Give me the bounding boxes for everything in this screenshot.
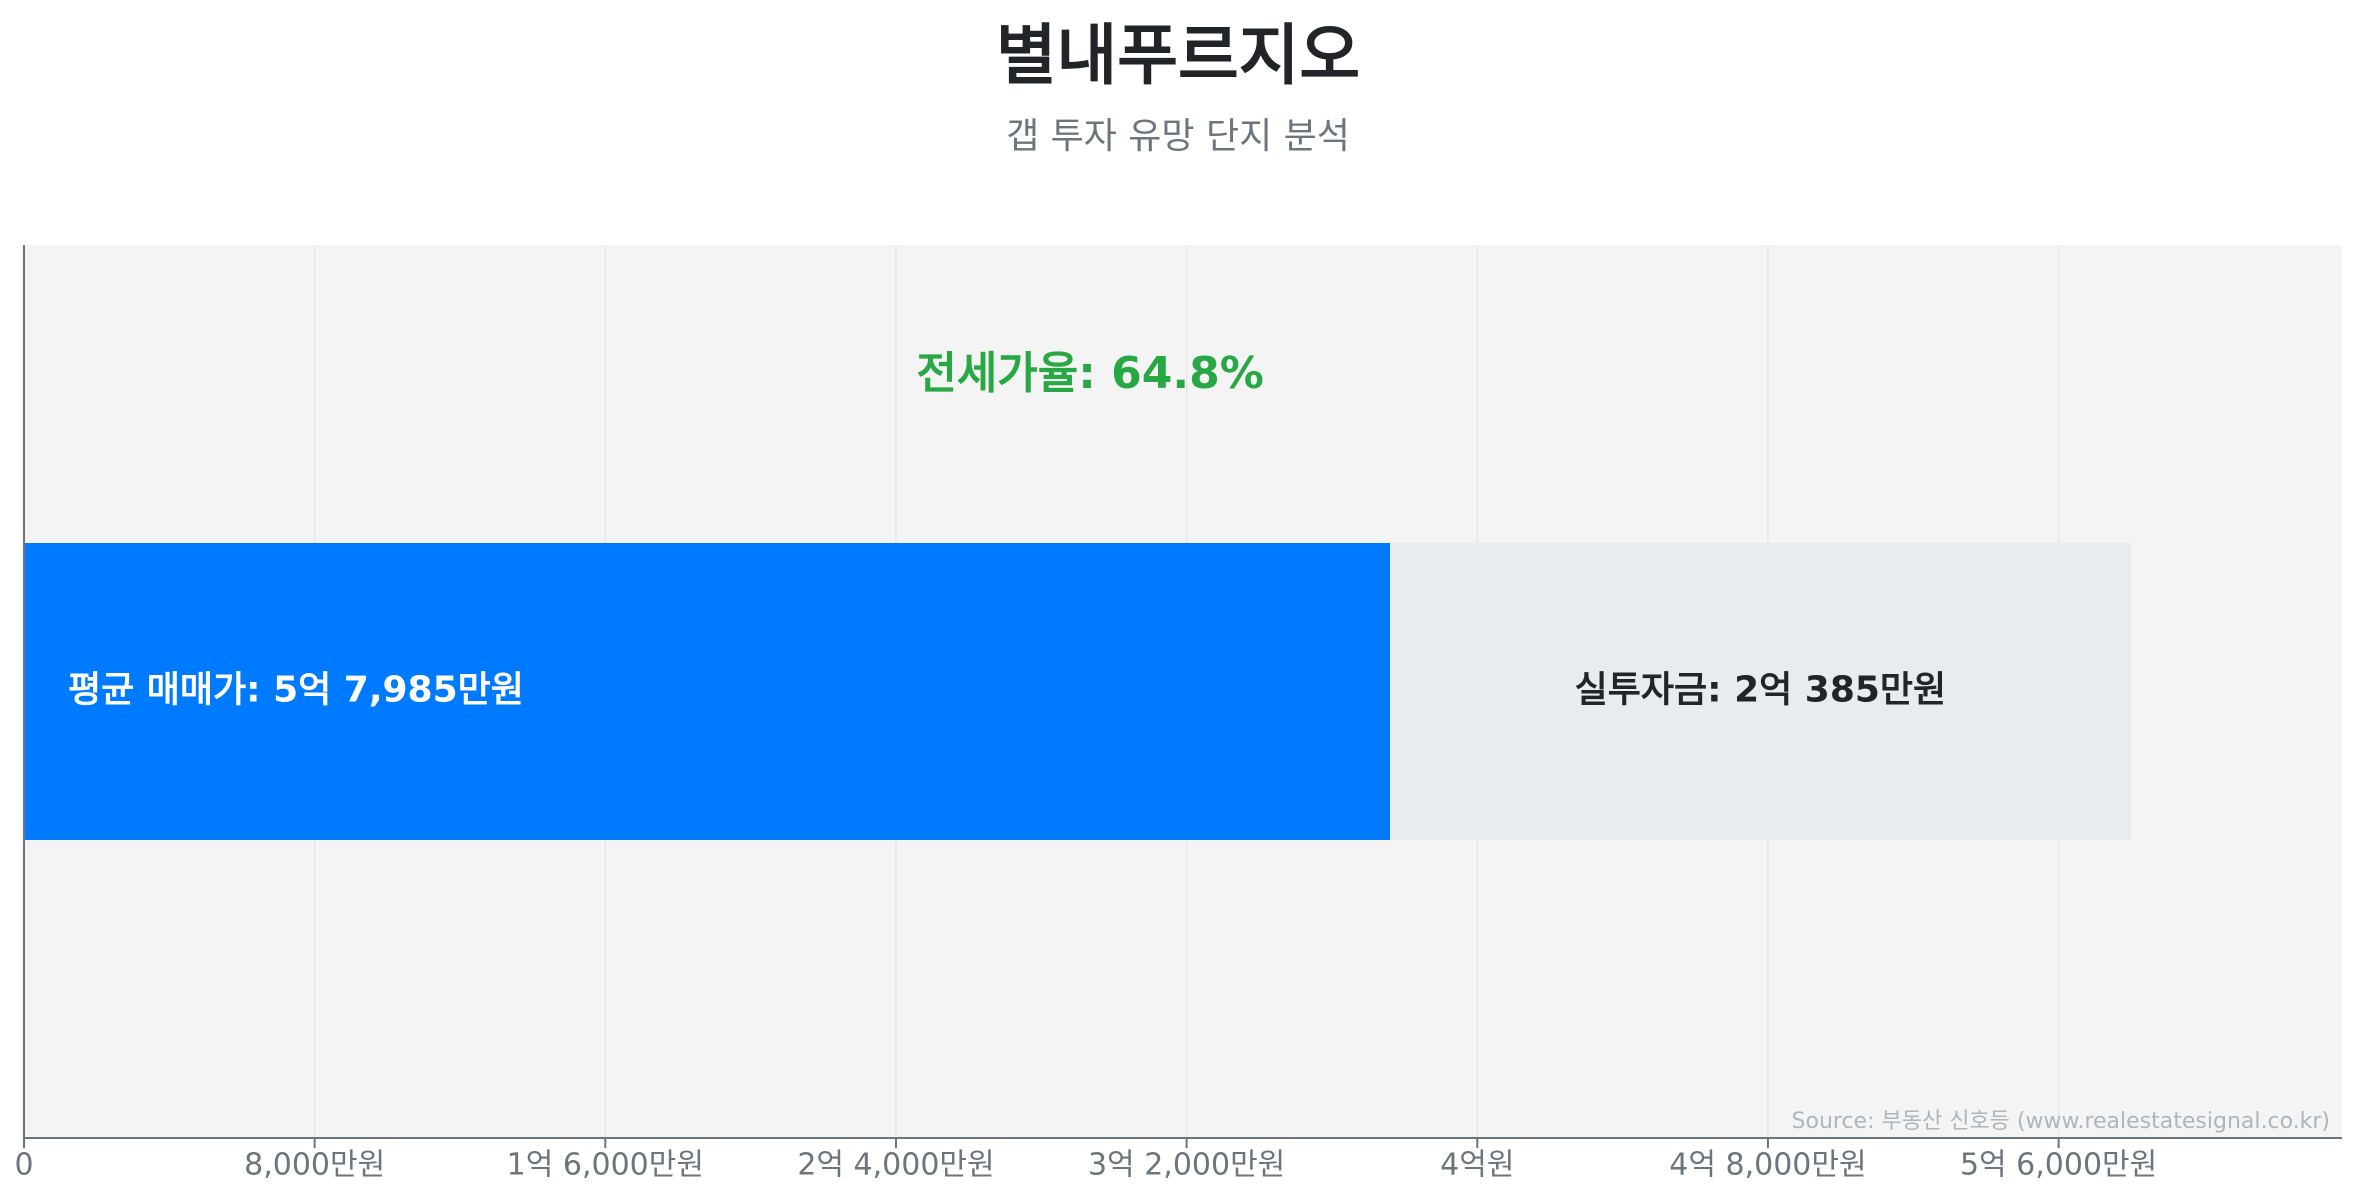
bar-label-jeonse: 평균 매매가: 5억 7,985만원 (68, 670, 524, 711)
x-tick-label: 4억원 (1440, 1148, 1514, 1183)
bar-segment-gap (1390, 543, 2131, 840)
chart-subtitle: 갭 투자 유망 단지 분석 (1006, 116, 1350, 157)
x-tick-label: 5억 6,000만원 (1960, 1148, 2157, 1183)
bar-segment-jeonse (24, 543, 1391, 840)
bar-label-gap: 실투자금: 2억 385만원 (1575, 670, 1947, 711)
x-tick-label: 1억 6,000만원 (507, 1148, 704, 1183)
x-tick-label: 8,000만원 (244, 1148, 385, 1183)
x-tick-label: 2억 4,000만원 (797, 1148, 994, 1183)
x-tick-label: 0 (14, 1148, 33, 1183)
x-tick-label: 3억 2,000만원 (1088, 1148, 1285, 1183)
x-tick-label: 4억 8,000만원 (1669, 1148, 1866, 1183)
chart-title: 별내푸르지오 (996, 17, 1360, 94)
jeonse-ratio-annotation: 전세가율: 64.8% (916, 348, 1263, 399)
source-credit: Source: 부동산 신호등 (www.realestatesignal.co… (1792, 1109, 2330, 1134)
